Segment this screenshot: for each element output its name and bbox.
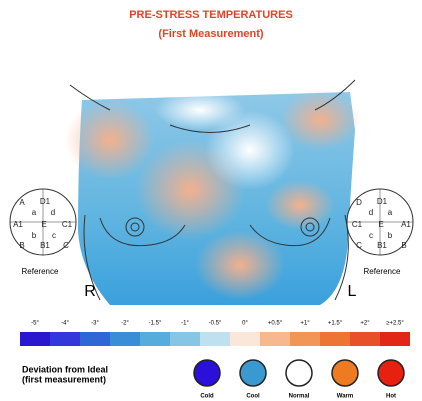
scale-label: -4° bbox=[61, 321, 69, 327]
scale-label: -5° bbox=[31, 321, 39, 327]
scale-label: -0.5° bbox=[209, 321, 222, 327]
scale-label: -3° bbox=[91, 321, 99, 327]
reference-label: C1 bbox=[352, 220, 363, 229]
scale-label: +1° bbox=[300, 321, 310, 327]
scale-cell bbox=[20, 332, 50, 346]
title: PRE-STRESS TEMPERATURES bbox=[129, 9, 293, 21]
scale-cell bbox=[200, 332, 230, 346]
color-scale: -5° -4° -3° -2° -1.5° -1° -0.5° 0° +0.5° +1° +1.5°… bbox=[20, 321, 410, 346]
legend-label: Cool bbox=[246, 394, 260, 400]
reference-label: a bbox=[32, 208, 37, 217]
reference-caption: Reference bbox=[364, 267, 401, 276]
reference-caption: Reference bbox=[22, 267, 59, 276]
legend-label: Normal bbox=[289, 394, 310, 400]
scale-label: ≥+2.5° bbox=[386, 321, 404, 327]
reference-label: E bbox=[378, 220, 383, 229]
scale-label: -1.5° bbox=[149, 321, 162, 327]
reference-label: D bbox=[356, 198, 362, 207]
reference-label: A1 bbox=[13, 220, 23, 229]
reference-label: E bbox=[41, 220, 46, 229]
reference-label: d bbox=[51, 208, 55, 217]
legend-swatch bbox=[378, 360, 404, 386]
reference-label: b bbox=[388, 231, 393, 240]
reference-label: C bbox=[63, 241, 69, 250]
side-label: L bbox=[348, 283, 357, 300]
legend-title: (first measurement) bbox=[22, 374, 106, 384]
legend-swatch bbox=[240, 360, 266, 386]
legend-label: Cold bbox=[200, 394, 214, 400]
reference-label: b bbox=[32, 231, 37, 240]
scale-cell bbox=[380, 332, 410, 346]
scale-label: +0.5° bbox=[268, 321, 283, 327]
side-label: R bbox=[84, 283, 96, 300]
scale-cell bbox=[50, 332, 80, 346]
legend-title: Deviation from Ideal bbox=[22, 364, 108, 374]
scale-label: +1.5° bbox=[328, 321, 343, 327]
reference-label: C1 bbox=[62, 220, 73, 229]
scale-cell bbox=[290, 332, 320, 346]
reference-label: B bbox=[19, 241, 24, 250]
legend-swatch bbox=[194, 360, 220, 386]
reference-label: c bbox=[52, 231, 56, 240]
scale-cell bbox=[80, 332, 110, 346]
legend-swatch bbox=[286, 360, 312, 386]
legend-label: Hot bbox=[386, 394, 396, 400]
subtitle: (First Measurement) bbox=[158, 28, 263, 40]
reference-right: D D1 a d C1 E A1 c b C B1 B Reference L bbox=[347, 189, 413, 300]
legend: Cold Cool Normal Warm Hot bbox=[194, 360, 404, 400]
reference-label: B1 bbox=[40, 241, 50, 250]
scale-cell bbox=[320, 332, 350, 346]
reference-label: a bbox=[388, 208, 393, 217]
reference-label: d bbox=[369, 208, 373, 217]
reference-label: B bbox=[401, 241, 406, 250]
scale-cell bbox=[230, 332, 260, 346]
reference-label: c bbox=[369, 231, 373, 240]
scale-cell bbox=[140, 332, 170, 346]
thermal-image bbox=[65, 80, 360, 305]
thermography-report: PRE-STRESS TEMPERATURES (First Measureme… bbox=[0, 0, 422, 401]
reference-label: A bbox=[19, 198, 25, 207]
reference-label: D1 bbox=[377, 197, 388, 206]
scale-cell bbox=[260, 332, 290, 346]
scale-label: -2° bbox=[121, 321, 129, 327]
reference-label: D1 bbox=[40, 197, 51, 206]
reference-label: B1 bbox=[377, 241, 387, 250]
reference-label: C bbox=[356, 241, 362, 250]
scale-label: 0° bbox=[242, 321, 248, 327]
scale-cell bbox=[110, 332, 140, 346]
legend-label: Warm bbox=[337, 394, 353, 400]
scale-label: +2° bbox=[360, 321, 370, 327]
legend-swatch bbox=[332, 360, 358, 386]
scale-cell bbox=[350, 332, 380, 346]
scale-cell bbox=[170, 332, 200, 346]
reference-label: A1 bbox=[401, 220, 411, 229]
scale-label: -1° bbox=[181, 321, 189, 327]
